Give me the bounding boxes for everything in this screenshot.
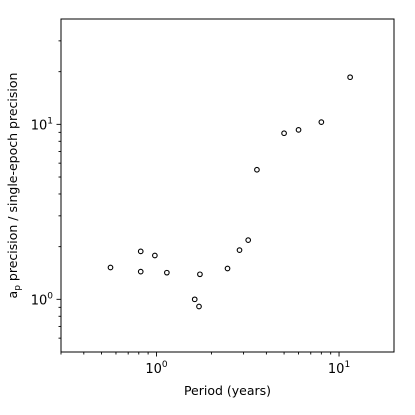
y-tick-label: 101 xyxy=(31,116,53,133)
y-tick-label-exponent: 1 xyxy=(47,116,53,126)
data-point xyxy=(224,265,231,272)
data-point xyxy=(245,237,252,243)
data-point xyxy=(295,127,302,133)
data-point xyxy=(164,269,170,276)
y-tick-label-base: 10 xyxy=(31,293,48,308)
data-point xyxy=(137,268,144,275)
y-tick-label: 100 xyxy=(31,291,54,308)
data-point xyxy=(197,271,203,278)
x-tick-label: 100 xyxy=(145,360,168,377)
points-layer xyxy=(107,74,353,310)
y-axis-label: ap precision / single-epoch precision xyxy=(5,73,23,299)
data-point xyxy=(318,119,325,125)
y-axis-label-rest: precision / single-epoch precision xyxy=(5,73,20,285)
y-tick-label-base: 10 xyxy=(31,118,48,133)
data-point xyxy=(191,296,198,303)
x-tick-label-base: 10 xyxy=(328,362,345,377)
x-axis-label: Period (years) xyxy=(184,383,271,398)
y-axis-label-subscript: p xyxy=(13,285,23,291)
data-point xyxy=(137,248,144,255)
x-tick-label: 101 xyxy=(328,360,350,377)
data-point xyxy=(196,303,202,310)
data-point xyxy=(281,130,287,137)
data-point xyxy=(107,264,114,271)
data-point xyxy=(152,252,158,259)
y-axis-label-main: a xyxy=(5,291,20,299)
x-tick-label-exponent: 1 xyxy=(344,360,350,370)
x-tick-label-base: 10 xyxy=(145,362,162,377)
data-point xyxy=(254,166,260,173)
data-point xyxy=(347,74,353,81)
x-tick-label-exponent: 0 xyxy=(162,360,168,370)
data-point xyxy=(236,247,243,254)
plot-frame xyxy=(60,18,395,353)
y-tick-label-exponent: 0 xyxy=(47,291,53,301)
